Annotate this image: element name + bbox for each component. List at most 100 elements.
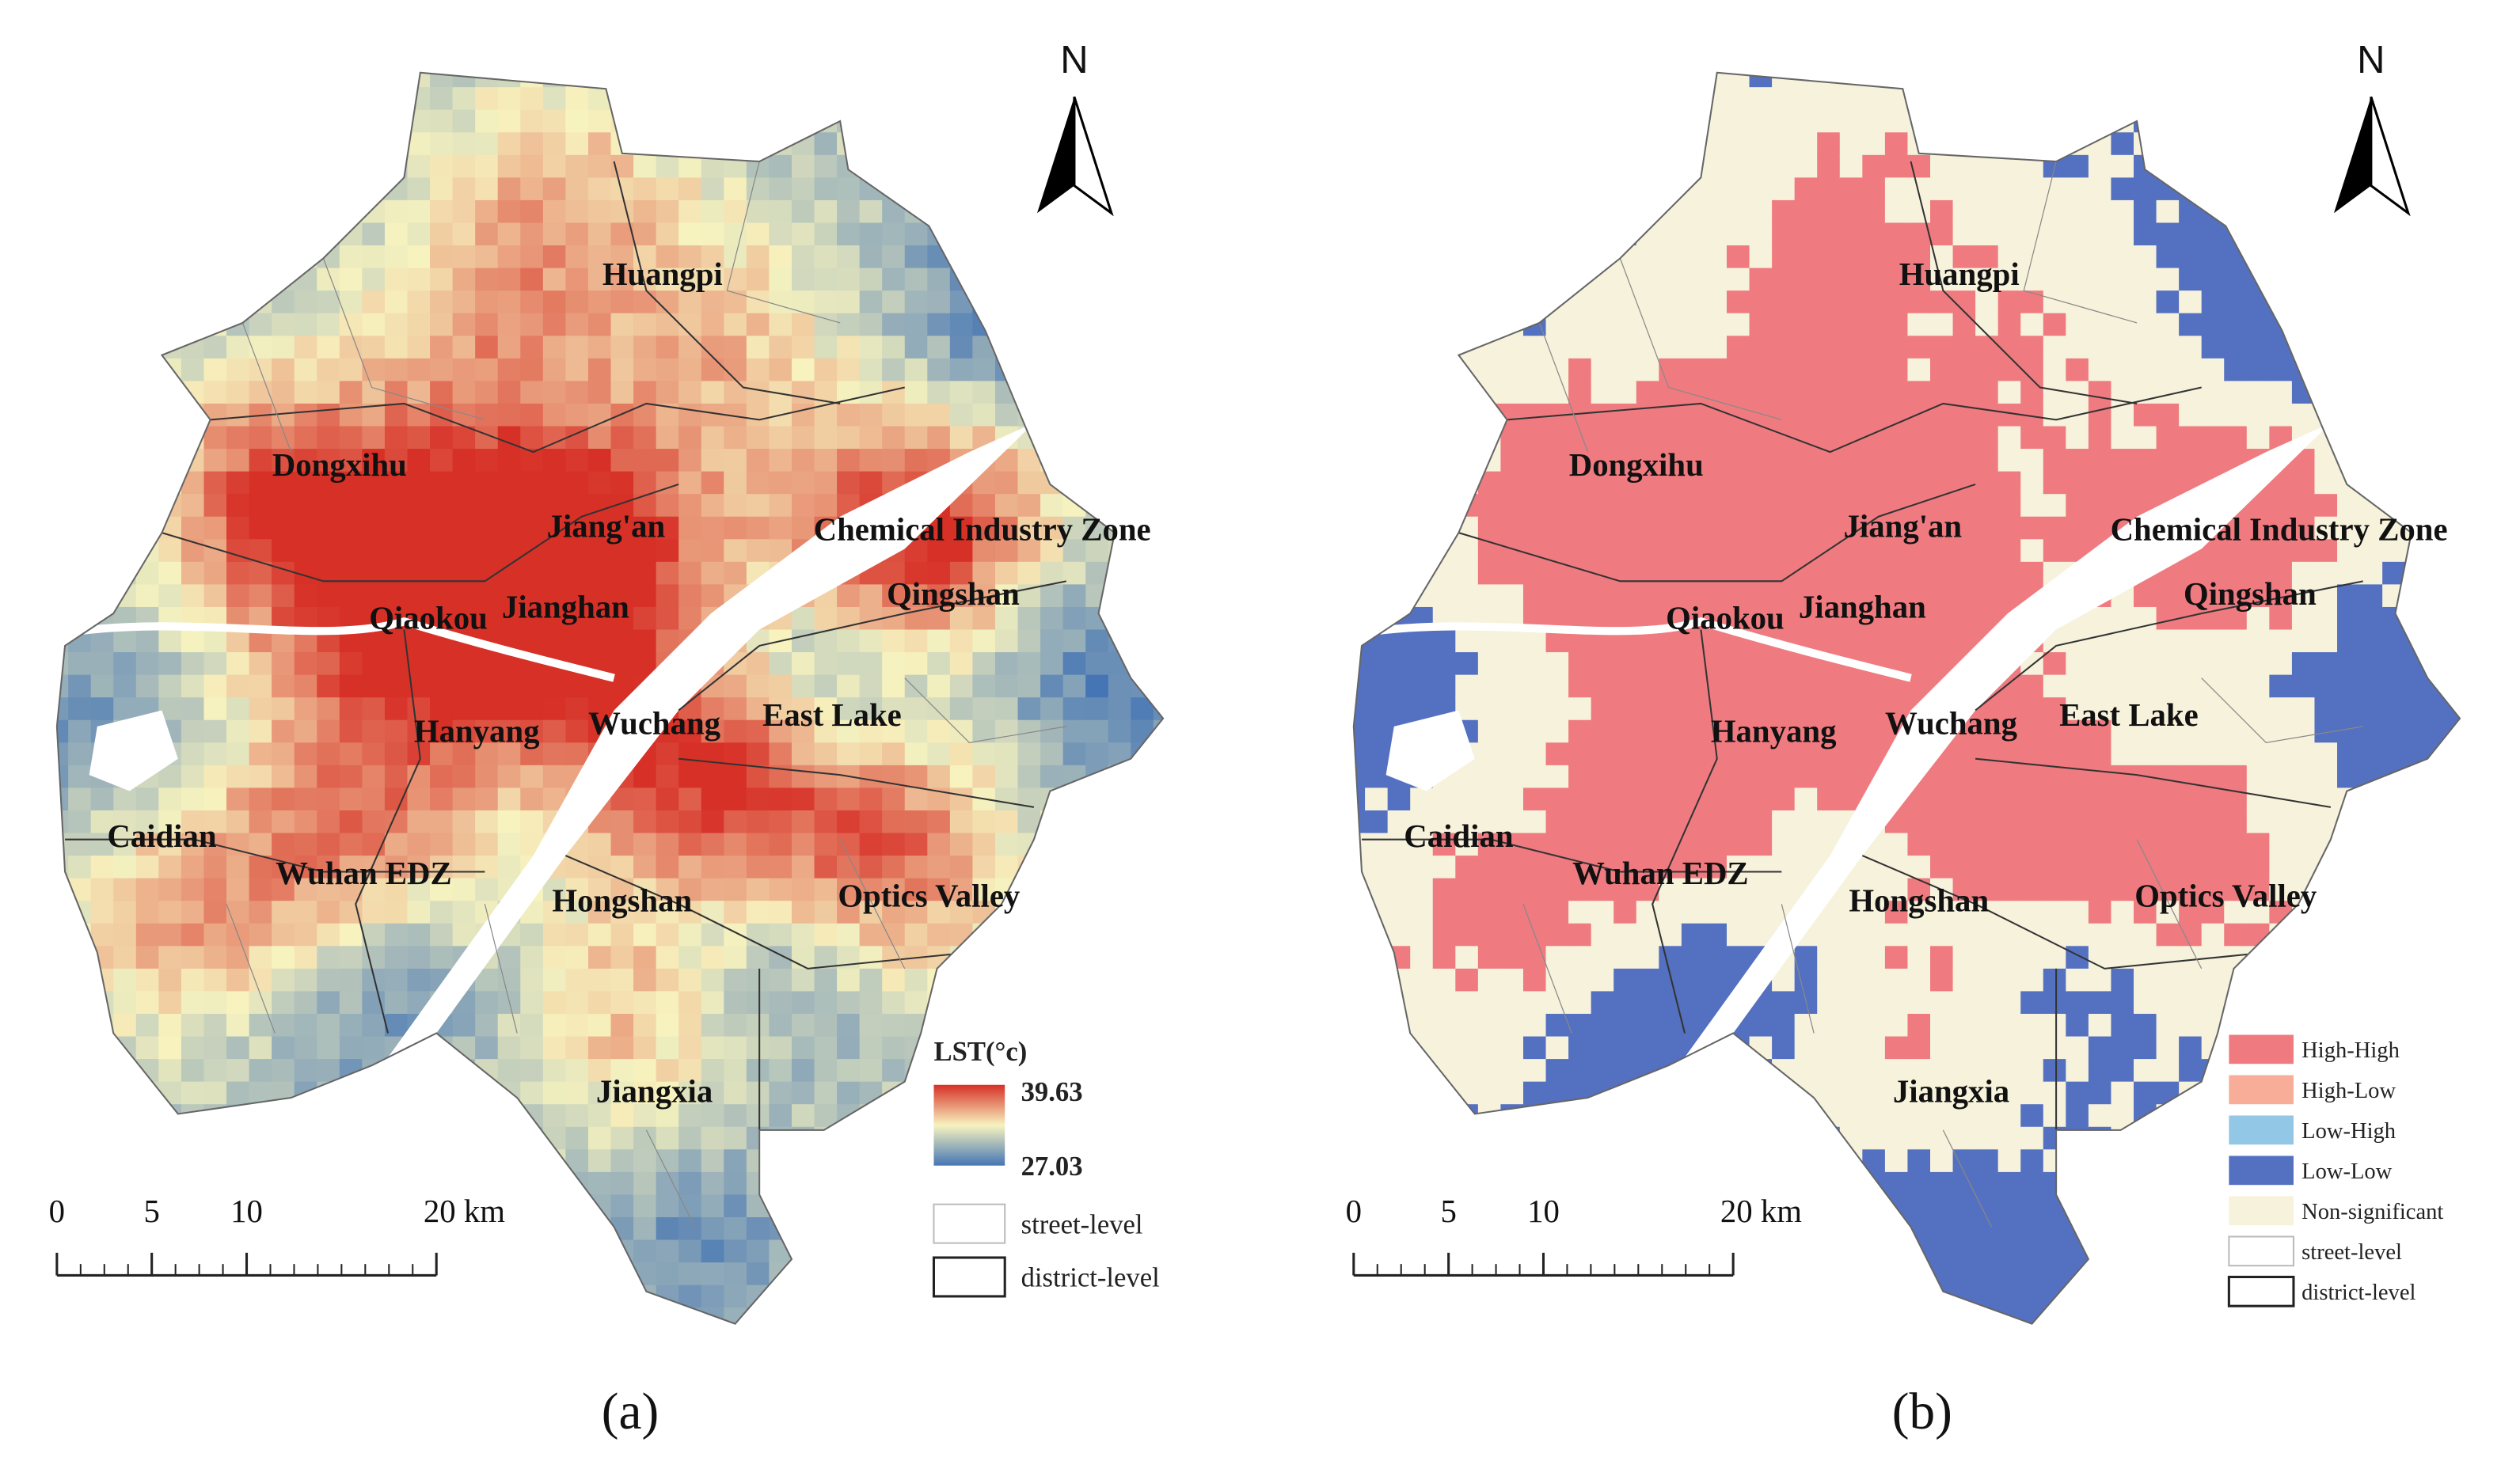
raster-cell — [1477, 72, 1502, 89]
raster-cell — [1659, 381, 1682, 404]
raster-cell — [1975, 381, 1999, 404]
raster-cell — [497, 87, 522, 111]
raster-cell — [181, 629, 205, 654]
raster-cell — [520, 471, 544, 495]
raster-cell — [1613, 1216, 1637, 1241]
raster-cell — [1545, 810, 1570, 834]
raster-cell — [746, 878, 770, 902]
raster-cell — [339, 222, 363, 247]
raster-cell — [1568, 381, 1592, 404]
raster-cell — [226, 87, 250, 111]
raster-cell — [633, 177, 657, 201]
raster-cell — [1862, 629, 1886, 654]
raster-cell — [1387, 901, 1412, 924]
raster-cell — [1040, 1239, 1064, 1264]
raster-cell — [407, 1285, 431, 1309]
raster-cell — [1108, 901, 1132, 924]
raster-cell — [1477, 1216, 1502, 1241]
raster-cell — [587, 991, 612, 1015]
raster-cell — [769, 901, 792, 924]
raster-cell — [1975, 539, 1999, 563]
raster-cell — [1522, 1149, 1547, 1173]
raster-cell — [68, 358, 92, 382]
raster-cell — [203, 1126, 228, 1151]
raster-cell — [1704, 87, 1728, 111]
raster-cell — [181, 652, 205, 676]
raster-cell — [1353, 268, 1366, 292]
raster-cell — [1636, 1307, 1660, 1324]
raster-cell — [859, 199, 884, 224]
raster-cell — [1749, 833, 1773, 857]
raster-cell — [249, 1104, 273, 1128]
raster-cell — [656, 833, 680, 857]
raster-cell — [203, 449, 228, 472]
raster-cell — [1794, 765, 1819, 789]
raster-cell — [1862, 336, 1886, 359]
raster-cell — [587, 629, 612, 654]
raster-cell — [2088, 494, 2112, 518]
raster-cell — [565, 539, 589, 563]
raster-cell — [837, 1194, 861, 1219]
raster-cell — [520, 1216, 544, 1241]
raster-cell — [904, 426, 929, 450]
raster-cell — [1726, 946, 1750, 970]
raster-cell — [882, 719, 906, 744]
raster-cell — [68, 1036, 92, 1061]
raster-cell — [272, 991, 295, 1015]
raster-cell — [610, 426, 635, 450]
raster-cell — [994, 222, 1019, 247]
raster-cell — [1131, 652, 1154, 676]
raster-cell — [1726, 177, 1750, 201]
raster-cell — [56, 1307, 70, 1324]
raster-cell — [294, 878, 318, 902]
raster-cell — [837, 697, 861, 721]
raster-cell — [272, 290, 295, 314]
raster-cell — [384, 199, 409, 224]
raster-cell — [927, 765, 951, 789]
raster-cell — [1817, 449, 1841, 472]
raster-cell — [791, 606, 815, 631]
raster-cell — [791, 426, 815, 450]
raster-cell — [158, 1330, 182, 1354]
raster-cell — [1108, 1104, 1132, 1128]
raster-cell — [1040, 946, 1064, 970]
raster-cell — [1839, 991, 1864, 1015]
raster-cell — [90, 290, 115, 314]
raster-cell — [2111, 268, 2135, 292]
raster-cell — [678, 471, 702, 495]
raster-cell — [746, 471, 770, 495]
raster-cell — [1884, 177, 1909, 201]
raster-cell — [430, 154, 454, 179]
raster-cell — [317, 245, 340, 269]
raster-cell — [724, 923, 747, 947]
raster-cell — [452, 268, 477, 292]
raster-cell — [520, 177, 544, 201]
raster-cell — [1997, 856, 2022, 879]
raster-cell — [113, 1239, 137, 1264]
raster-cell — [1749, 901, 1773, 924]
raster-cell — [203, 516, 228, 541]
raster-cell — [724, 290, 747, 314]
raster-cell — [1659, 1239, 1682, 1264]
raster-cell — [1176, 449, 1199, 472]
raster-cell — [181, 358, 205, 382]
raster-cell — [904, 629, 929, 654]
raster-cell — [272, 313, 295, 337]
raster-cell — [678, 1081, 702, 1106]
raster-cell — [113, 584, 137, 608]
raster-cell — [1862, 1194, 1886, 1219]
raster-cell — [1862, 539, 1886, 563]
raster-cell — [882, 652, 906, 676]
raster-cell — [1062, 1307, 1087, 1324]
raster-cell — [1410, 358, 1434, 382]
raster-cell — [1568, 109, 1592, 134]
raster-cell — [497, 742, 522, 766]
raster-cell — [497, 381, 522, 404]
raster-cell — [1568, 833, 1592, 857]
raster-cell — [1108, 946, 1132, 970]
raster-cell — [68, 222, 92, 247]
raster-cell — [859, 629, 884, 654]
raster-cell — [2020, 719, 2044, 744]
raster-cell — [1839, 132, 1864, 156]
raster-cell — [362, 1059, 386, 1083]
